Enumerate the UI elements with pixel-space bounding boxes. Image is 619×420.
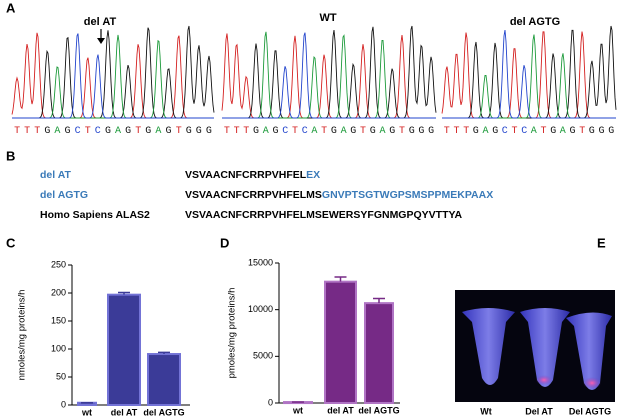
row-name: del AGTG [40, 189, 88, 201]
row-name: del AT [40, 169, 72, 181]
row-name: Homo Sapiens ALAS2 [40, 209, 150, 221]
y-tick-label: 200 [51, 287, 66, 297]
x-tick-label: del AT [327, 405, 354, 415]
y-tick-label: 150 [51, 315, 66, 325]
x-tick-label: del AGTG [143, 407, 184, 417]
bar [147, 353, 181, 407]
sample-label: Del AGTG [569, 406, 611, 416]
error-bar [334, 276, 347, 282]
y-tick-label: 250 [51, 259, 66, 269]
y-axis-label: nmoles/mg proteins/h [17, 290, 28, 381]
protein-sequence: VSVAACNFCRRPVHFELMSGNVPTSGTWGPSMSPPMEKPA… [185, 189, 493, 201]
error-bar [118, 291, 130, 295]
sample-label: Wt [480, 406, 492, 416]
trace-title: WT [319, 12, 336, 24]
sample-label: Del AT [525, 406, 553, 416]
y-tick-label: 50 [56, 371, 66, 381]
x-tick-label: del AT [111, 407, 138, 417]
x-tick-label: wt [81, 407, 92, 417]
chromatogram [12, 25, 215, 119]
protein-sequence: VSVAACNFCRRPVHFELMSEWERSYFGNMGPQYVTTYA [185, 209, 463, 221]
chromatogram [11, 32, 214, 119]
panel-label: B [6, 148, 15, 163]
protein-sequence: VSVAACNFCRRPVHFELEX [185, 169, 320, 181]
panel-label: E [597, 235, 606, 250]
tube-photo [455, 290, 615, 402]
y-tick-label: 0 [61, 399, 66, 409]
y-tick-label: 15000 [248, 257, 273, 267]
trace-title: del AGTG [510, 16, 560, 28]
error-bar [158, 351, 170, 355]
y-tick-label: 0 [268, 397, 273, 407]
sequence-part: VSVAACNFCRRPVHFELMSEWERSYFGNMGPQYVTTYA [185, 209, 463, 221]
panel-label: C [6, 235, 16, 250]
chromatogram [222, 32, 436, 119]
altered-part: EX [306, 169, 320, 181]
chromatogram [442, 25, 617, 119]
y-tick-label: 5000 [253, 351, 273, 361]
bar [364, 302, 394, 404]
arrow-head [97, 38, 105, 44]
chromatogram [222, 25, 437, 119]
y-tick-label: 100 [51, 343, 66, 353]
y-tick-label: 10000 [248, 304, 273, 314]
trace-title: del AT [84, 16, 117, 28]
sequence-part: VSVAACNFCRRPVHFEL [185, 169, 307, 181]
chromatogram [442, 30, 616, 119]
error-bar [373, 297, 385, 304]
chromatogram [12, 33, 214, 119]
panel-label: A [6, 0, 16, 15]
x-tick-label: wt [292, 405, 303, 415]
sequence-part: VSVAACNFCRRPVHFELMS [185, 189, 322, 201]
altered-part: GNVPTSGTWGPSMSPPMEKPAAX [322, 189, 493, 201]
y-axis-label: pmoles/mg proteins/h [227, 288, 238, 379]
bar [324, 280, 357, 404]
bar [107, 293, 141, 406]
panel-label: D [220, 235, 229, 250]
x-tick-label: del AGTG [358, 405, 399, 415]
